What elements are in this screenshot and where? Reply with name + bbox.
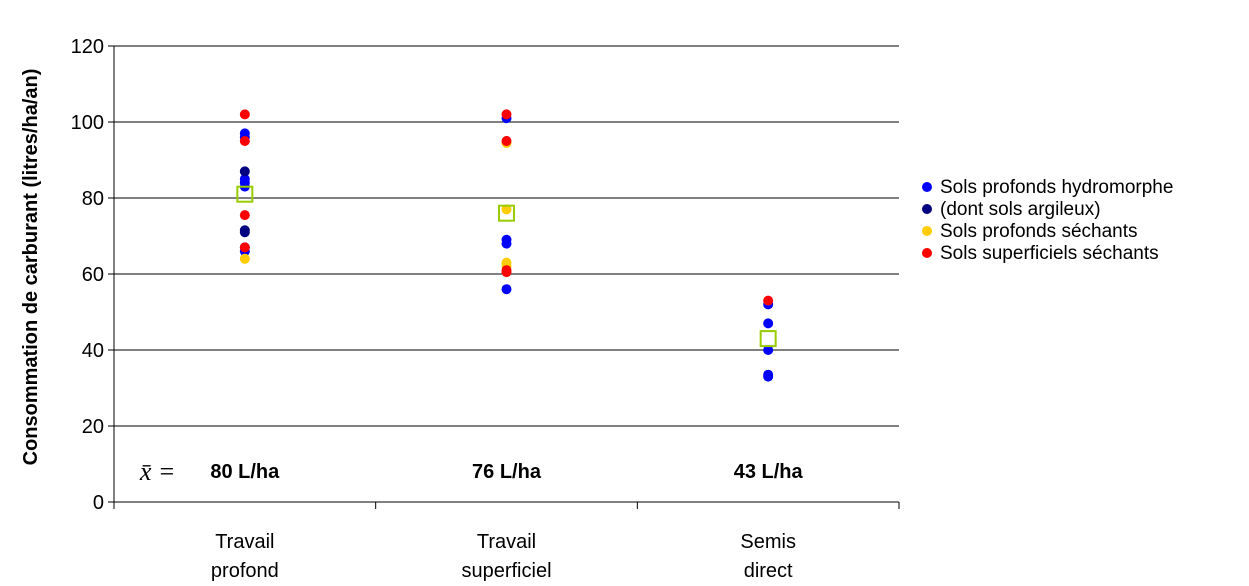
data-point [239,166,250,177]
x-category-label-line2: direct [744,560,793,582]
y-tick-label: 20 [82,416,104,438]
legend-label: Sols profonds séchants [940,221,1138,242]
data-point [239,227,250,238]
y-tick-label: 80 [82,188,104,210]
data-point [239,109,250,120]
x-category-label-line1: Semis [740,531,796,553]
data-point [763,371,774,382]
axes [108,45,900,509]
y-axis-label: Consommation de carburant (litres/ha/an) [20,69,42,466]
mean-annotation: 43 L/ha [734,461,804,483]
x-category-label-line1: Travail [477,531,536,553]
data-point [763,295,774,306]
mean-annotation: 80 L/ha [210,461,280,483]
mean-symbol: x̄ = [139,457,176,486]
data-point [501,267,512,278]
y-tick-label: 0 [93,492,104,514]
x-category-label-line1: Travail [215,531,274,553]
legend: Sols profonds hydromorphe(dont sols argi… [922,177,1173,264]
mean-marker [498,204,515,222]
legend-marker [922,182,932,192]
x-category-labels: Travail profond Travail superficiel Semis dir… [211,531,796,582]
data-point [763,318,774,329]
x-category-label-line2: profond [211,560,279,582]
y-tick-label: 100 [71,112,104,134]
legend-label: (dont sols argileux) [940,199,1101,220]
mean-marker [759,330,777,348]
data-point [239,136,250,146]
data-point [501,136,512,146]
data-points [239,109,774,382]
y-tick-label: 40 [82,340,104,362]
mean-marker [236,185,254,203]
legend-marker [922,248,932,258]
data-point [501,204,512,215]
legend-label: Sols profonds hydromorphe [940,177,1173,198]
legend-marker [922,226,932,236]
legend-marker [922,204,932,214]
y-tick-labels: 0 20 40 60 80 100 120 [71,36,104,514]
y-tick-label: 120 [71,36,104,58]
legend-label: Sols superficiels séchants [940,243,1159,264]
data-point [239,242,250,253]
y-tick-label: 60 [82,264,104,286]
data-point [763,345,774,355]
data-point [501,109,512,120]
data-point [239,253,250,264]
mean-annotation: 76 L/ha [472,461,542,483]
x-category-label-line2: superficiel [461,560,551,582]
data-point [501,238,512,249]
data-point [501,284,512,295]
mean-annotations: 80 L/ha 76 L/ha 43 L/ha x̄ = [139,457,804,486]
data-point [239,210,250,221]
mean-markers [236,185,777,348]
